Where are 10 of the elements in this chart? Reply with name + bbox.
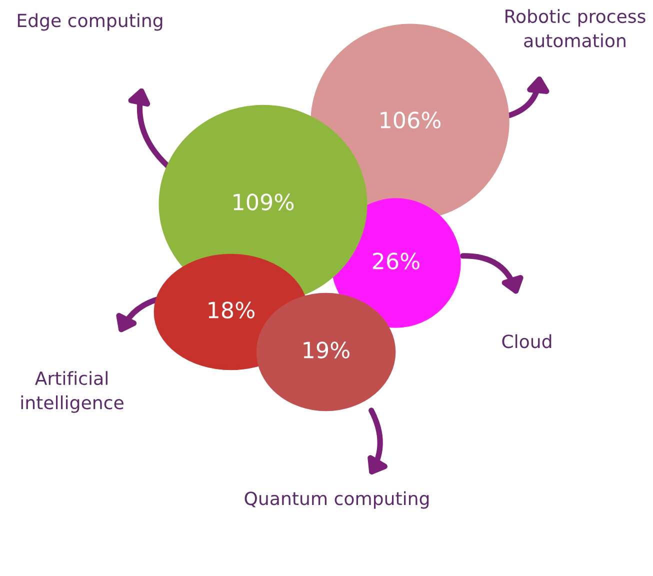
category-label: Artificial intelligence <box>21 371 124 413</box>
data-label: 26% <box>372 252 420 270</box>
data-label: 18% <box>208 302 254 318</box>
data-label: 19% <box>304 342 350 358</box>
category-label: Robotic process automation <box>506 9 646 48</box>
category-label: Quantum computing <box>244 491 429 509</box>
data-label: 109% <box>234 194 294 210</box>
category-label: Edge computing <box>18 13 162 31</box>
category-label: Cloud <box>502 334 552 348</box>
data-label: 106% <box>380 112 441 128</box>
